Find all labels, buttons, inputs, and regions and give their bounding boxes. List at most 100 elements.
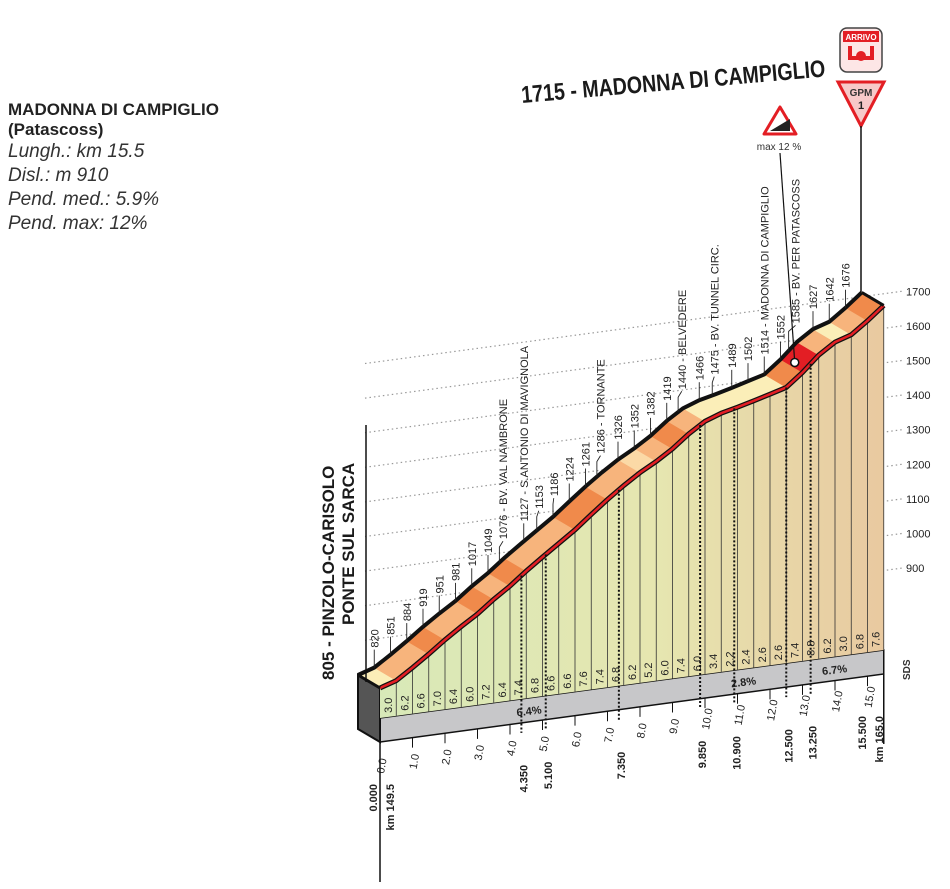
key-point-distance: 4.350 [518,765,530,793]
profile-start-edge [357,673,381,690]
segment-gradient-label: 6.0 [692,656,704,671]
max-grade-label: max 12 % [757,142,802,153]
segment-gradient-label: 7.4 [676,658,688,673]
arrivo-label: ARRIVO [845,33,876,42]
segment-gradient-label: 2.2 [724,652,736,667]
km-tick-label: 2.0 [440,749,454,766]
segment-gradient-label: 7.0 [432,691,444,706]
climb-avg-grade: Pend. med.: 5.9% [8,189,160,210]
profile-back-line [357,290,864,677]
gpm-category: 1 [858,100,864,112]
km-tick-label: 13.0 [798,694,814,717]
elevation-marker-label: 1642 [824,277,836,301]
gpm-icon: GPM 1 [835,80,887,130]
profile-end-edge [860,291,885,307]
climb-max-grade: Pend. max: 12% [8,213,148,234]
km-tick-label: 14.0 [830,690,846,713]
elevation-marker-leader [536,510,540,531]
elevation-marker-label: 981 [451,563,463,581]
elevation-tick-label: 1200 [906,459,930,471]
segment-gradient-label: 6.2 [822,638,834,653]
elevation-tick-label: 1400 [906,390,930,402]
elevation-marker-label: 1466 [694,356,706,380]
elevation-marker-label: 1017 [467,542,479,566]
key-point-distance: 13.250 [808,726,820,760]
climb-name: MADONNA DI CAMPIGLIO [8,100,219,119]
start-label-line1: 805 - PINZOLO-CARISOLO [319,466,338,680]
segment-gradient-label: 2.6 [773,645,785,660]
key-point-distance: 0.000 [368,784,380,812]
km-tick-label: 15.0 [863,685,879,708]
arrivo-icon: ARRIVO [839,27,883,73]
max-grade-sign-icon [762,105,798,136]
start-label: 805 - PINZOLO-CARISOLO PONTE SUL SARCA [319,425,367,682]
elevation-marker-label: 1153 [534,485,546,509]
average-gradient-label: 2.8% [730,675,757,690]
key-point-km-total: km 149.5 [385,784,397,830]
elevation-tick-label: 1600 [906,321,930,333]
segment-gradient-label: 6.6 [416,693,428,708]
max-grade-pointer [779,152,796,363]
segment-gradient-label: 7.4 [594,669,606,684]
start-label-line2: PONTE SUL SARCA [339,463,358,625]
elevation-marker-leader [788,325,796,351]
segment-gradient-label: 7.4 [513,680,525,695]
segment-gradient-label: 7.6 [578,671,590,686]
elevation-marker-leader [498,540,504,563]
elevation-marker-label: 1676 [841,263,853,287]
km-tick-label: 8.0 [635,722,649,739]
km-tick-label: 7.0 [603,727,617,744]
segment-gradient-label: 3.0 [383,698,395,713]
profile-red-line [379,304,885,690]
climb-subname: (Patascoss) [8,120,104,139]
segment-gradient-label: 7.4 [789,643,801,658]
elevation-marker-label: 1475 - BV. TUNNEL CIRC. [709,244,721,374]
elevation-marker-label: 1627 [808,285,820,309]
segment-gradient-label: 6.8 [854,634,866,649]
elevation-marker-label: 884 [402,603,414,621]
segment-gradient-label: 5.2 [643,662,655,677]
elevation-marker-label: 1049 [483,529,495,553]
elevation-marker-label: 1440 - BELVEDERE [677,290,689,389]
max-grade-marker [790,357,800,368]
elevation-marker-label: 1224 [564,457,576,481]
profile-front-face [380,305,884,718]
elevation-gridline [364,359,903,434]
km-tick-label: 6.0 [570,731,584,748]
elevation-marker-label: 951 [434,575,446,593]
key-point-distance: 10.900 [731,736,743,770]
elevation-gridline [364,325,903,399]
elevation-gridline [364,290,903,365]
climb-gain: Disl.: m 910 [8,165,109,186]
elevation-tick-label: 1500 [906,355,930,367]
segment-gradient-label: 6.2 [399,695,411,710]
segment-gradient-label: 2.6 [757,647,769,662]
elevation-marker-label: 1552 [776,315,788,339]
elevation-marker-label: 1186 [549,472,561,496]
segment-gradient-label: 3.4 [708,654,720,669]
key-point-distance: 7.350 [616,752,628,780]
gpm-label: GPM [850,88,873,99]
elevation-marker-label: 1585 - BV. PER PATASCOSS [791,179,803,324]
elevation-marker-label: 1261 [581,442,593,466]
elevation-tick-label: 1300 [906,425,930,437]
key-point-distance: 15.500 [857,716,869,750]
km-tick-label: 4.0 [505,740,519,757]
segment-gradient-label: 6.8 [529,678,541,693]
elevation-marker-label: 919 [418,588,430,606]
km-tick-label: 5.0 [538,735,552,752]
elevation-marker-leader [677,391,683,413]
elevation-marker-label: 1326 [613,415,625,439]
elevation-marker-label: 1127 - S.ANTONIO DI MAVIGNOLA [519,345,531,521]
climb-length: Lungh.: km 15.5 [8,141,145,162]
segment-gradient-label: 6.4 [448,689,460,704]
elevation-marker-label: 1076 - BV. VAL NAMBRONE [498,399,510,539]
key-point-distance: 5.100 [543,762,555,790]
elevation-marker-label: 1514 - MADONNA DI CAMPIGLIO [759,186,771,355]
elevation-tick-label: 900 [906,563,924,575]
km-tick-label: 12.0 [765,699,781,722]
elevation-marker-label: 1286 - TORNANTE [596,359,608,453]
segment-gradient-label: 6.4 [497,682,509,697]
